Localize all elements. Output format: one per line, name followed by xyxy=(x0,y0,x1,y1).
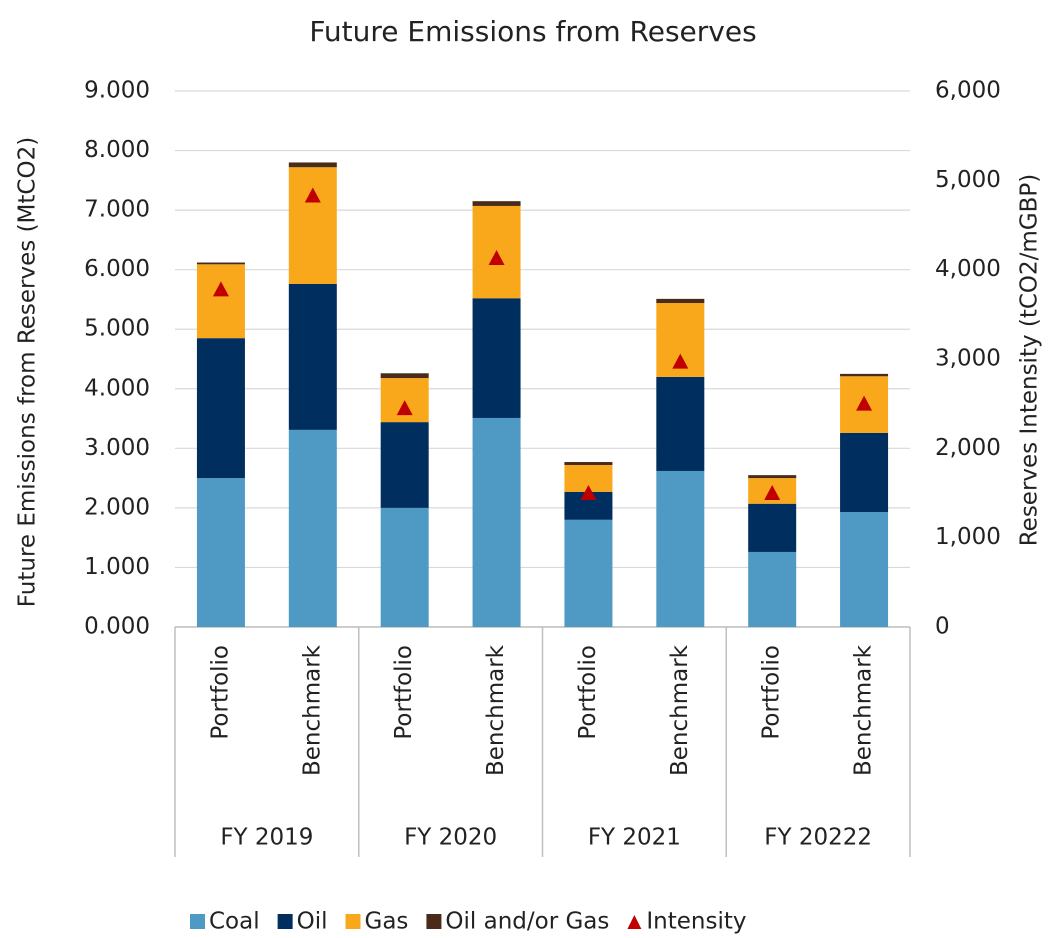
legend-label: Oil and/or Gas xyxy=(445,909,609,935)
intensity-marker xyxy=(212,281,229,297)
intensity-marker xyxy=(396,400,413,416)
bar-segment xyxy=(380,422,429,508)
bar-segment xyxy=(288,162,337,168)
x-tick-label: Portfolio xyxy=(575,645,601,740)
x-tick-label: Portfolio xyxy=(207,645,233,740)
group-label: FY 2020 xyxy=(404,825,497,851)
y-tick-label: 9.000 xyxy=(84,78,150,104)
y-tick-label: 3.000 xyxy=(84,435,150,461)
group-label: FY 20222 xyxy=(764,825,872,851)
intensity-marker xyxy=(672,353,689,369)
x-tick-label: Benchmark xyxy=(483,644,509,776)
x-tick-label: Portfolio xyxy=(391,645,417,740)
bar-segment xyxy=(288,283,337,430)
legend-marker xyxy=(627,915,642,929)
y-tick-label: 4.000 xyxy=(84,375,150,401)
y-tick-label: 1.000 xyxy=(84,554,150,580)
legend-swatch xyxy=(277,914,293,929)
legend-label: Oil xyxy=(297,909,328,935)
y-tick-label: 8.000 xyxy=(84,137,150,163)
bar-segment xyxy=(196,264,245,339)
bar-segment xyxy=(840,373,889,377)
bar-segment xyxy=(288,167,337,284)
bar-segment xyxy=(472,201,521,206)
bar-segment xyxy=(656,470,705,627)
bar-segment xyxy=(748,475,797,479)
legend-swatch xyxy=(345,914,361,929)
y2-tick-label: 2,000 xyxy=(935,435,1001,461)
intensity-marker xyxy=(580,485,597,500)
y2-tick-label: 0 xyxy=(935,614,950,640)
intensity-marker xyxy=(304,187,321,203)
bar-segment xyxy=(380,373,429,379)
legend-label: Intensity xyxy=(646,909,746,935)
bar-segment xyxy=(472,417,521,627)
bar-segment xyxy=(472,298,521,418)
y-tick-label: 7.000 xyxy=(84,197,150,223)
y-axis-label: Future Emissions from Reserves (MtCO2) xyxy=(15,137,41,607)
y2-axis-label: Reserves Intensity (tCO2/mGBP) xyxy=(1017,174,1043,547)
y-tick-label: 2.000 xyxy=(84,494,150,520)
bar-segment xyxy=(288,429,337,627)
x-tick-label: Benchmark xyxy=(667,644,693,776)
group-label: FY 2019 xyxy=(220,825,313,851)
y2-tick-label: 5,000 xyxy=(935,167,1001,193)
y2-tick-label: 3,000 xyxy=(935,346,1001,372)
y-tick-label: 5.000 xyxy=(84,316,150,342)
bar-segment xyxy=(196,478,245,627)
bar-segment xyxy=(380,378,429,423)
intensity-marker xyxy=(488,250,505,266)
legend-swatch xyxy=(426,914,442,929)
chart-title: Future Emissions from Reserves xyxy=(309,15,756,48)
x-tick-label: Benchmark xyxy=(851,644,877,776)
legend-swatch xyxy=(190,914,205,929)
y2-tick-label: 1,000 xyxy=(935,524,1001,550)
group-label: FY 2021 xyxy=(588,825,681,851)
bar-segment xyxy=(380,507,429,627)
bar-segment xyxy=(656,298,705,304)
bar-segment xyxy=(656,376,705,471)
bar-segment xyxy=(196,262,245,265)
bar-segment xyxy=(840,432,889,513)
y-tick-label: 6.000 xyxy=(84,256,150,282)
bar-segment xyxy=(748,551,797,627)
x-tick-label: Benchmark xyxy=(299,644,325,776)
x-tick-label: Portfolio xyxy=(759,645,785,740)
bar-segment xyxy=(196,338,245,479)
bar-segment xyxy=(748,503,797,552)
intensity-marker xyxy=(764,485,781,500)
bar-segment xyxy=(564,519,613,627)
legend-label: Coal xyxy=(209,909,260,935)
y2-tick-label: 4,000 xyxy=(935,256,1001,282)
bar-segment xyxy=(564,462,613,466)
y-tick-label: 0.000 xyxy=(84,614,150,640)
legend-label: Gas xyxy=(365,909,409,935)
bar-segment xyxy=(840,512,889,627)
intensity-marker xyxy=(856,395,873,411)
y2-tick-label: 6,000 xyxy=(935,78,1001,104)
